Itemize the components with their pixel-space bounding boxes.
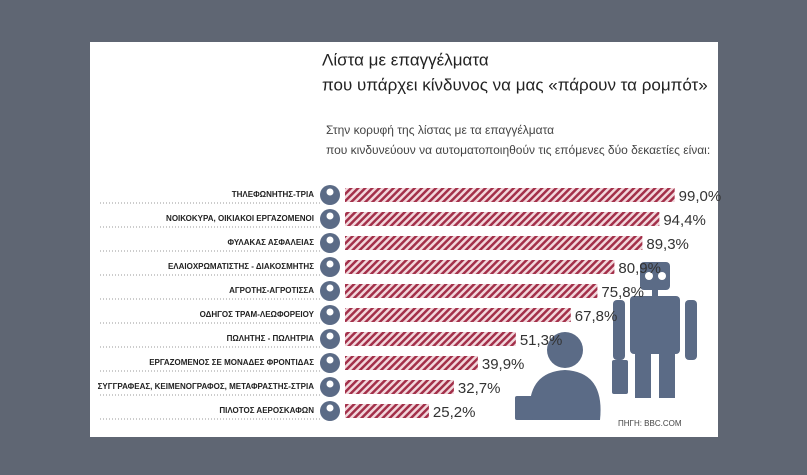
bar (345, 260, 615, 274)
icon-head (326, 260, 334, 268)
category-label: ΠΙΛΟΤΟΣ ΑΕΡΟΣΚΑΦΩΝ (219, 406, 314, 415)
bar (345, 188, 675, 202)
category-label: ΝΟΙΚΟΚΥΡΑ, ΟΙΚΙΑΚΟΙ ΕΡΓΑΖΟΜΕΝΟΙ (166, 214, 314, 223)
value-label: 75,8% (601, 284, 644, 301)
bar (345, 308, 571, 322)
chart-title: Λίστα με επαγγέλματα (322, 50, 489, 69)
category-label: ΠΩΛΗΤΗΣ - ΠΩΛΗΤΡΙΑ (227, 334, 315, 343)
bar (345, 404, 429, 418)
chart-title: που υπάρχει κίνδυνος να μας «πάρουν τα ρ… (322, 75, 708, 94)
bar (345, 284, 598, 298)
icon-head (326, 404, 334, 412)
icon-head (326, 284, 334, 292)
icon-head (326, 236, 334, 244)
value-label: 32,7% (458, 380, 501, 397)
bar (345, 356, 478, 370)
robot-eyes (645, 272, 666, 280)
icon-head (326, 308, 334, 316)
category-label: ΑΓΡΟΤΗΣ-ΑΓΡΟΤΙΣΣΑ (229, 286, 314, 295)
subtitle: Στην κορυφή της λίστας με τα επαγγέλματα (326, 123, 554, 137)
bar (345, 236, 643, 250)
category-label: ΦΥΛΑΚΑΣ ΑΣΦΑΛΕΙΑΣ (227, 238, 314, 247)
value-label: 39,9% (482, 356, 525, 373)
value-label: 25,2% (433, 404, 476, 421)
subtitle: που κινδυνεύουν να αυτοματοποιηθούν τις … (326, 143, 710, 157)
value-label: 51,3% (520, 332, 563, 349)
category-label: ΣΥΓΓΡΑΦΕΑΣ, ΚΕΙΜΕΝΟΓΡΑΦΟΣ, ΜΕΤΑΦΡΑΣΤΗΣ-Σ… (98, 382, 315, 391)
icon-head (326, 380, 334, 388)
value-label: 89,3% (646, 236, 689, 253)
value-label: 94,4% (663, 212, 706, 229)
icon-head (326, 188, 334, 196)
value-label: 99,0% (679, 188, 722, 205)
icon-head (326, 332, 334, 340)
category-label: ΤΗΛΕΦΩΝΗΤΗΣ-ΤΡΙΑ (232, 190, 314, 199)
category-label: ΟΔΗΓΟΣ ΤΡΑΜ-ΛΕΩΦΟΡΕΙΟΥ (200, 310, 315, 319)
category-label: ΕΛΑΙΟΧΡΩΜΑΤΙΣΤΗΣ - ΔΙΑΚΟΣΜΗΤΗΣ (168, 262, 314, 271)
category-label: ΕΡΓΑΖΟΜΕΝΟΣ ΣΕ ΜΟΝΑΔΕΣ ΦΡΟΝΤΙΔΑΣ (149, 358, 314, 367)
icon-head (326, 212, 334, 220)
bar (345, 212, 660, 226)
value-label: 80,9% (618, 260, 661, 277)
source: ΠΗΓΗ: BBC.COM (618, 419, 682, 428)
bar (345, 380, 454, 394)
value-label: 67,8% (575, 308, 618, 325)
illustration (515, 262, 697, 420)
bar (345, 332, 516, 346)
icon-head (326, 356, 334, 364)
